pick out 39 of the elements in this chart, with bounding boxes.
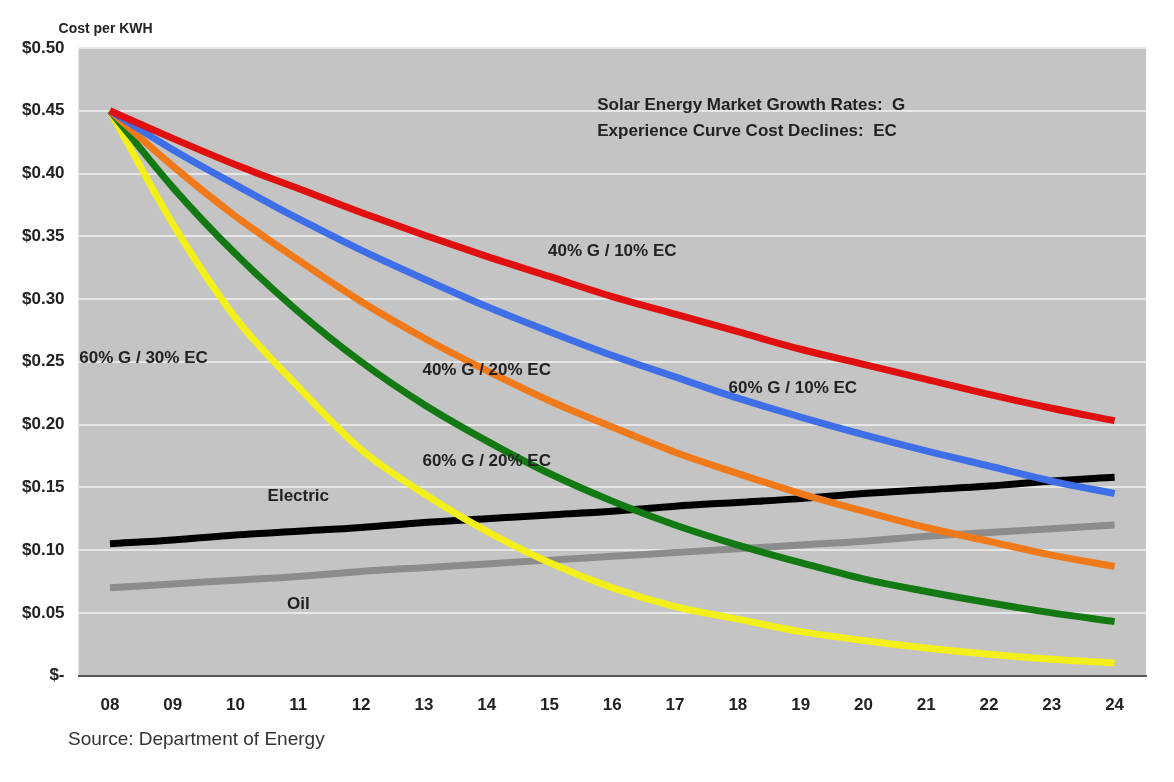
y-tick-label: $0.45 — [21, 100, 65, 120]
x-tick-label: 19 — [791, 695, 811, 715]
annotation: Experience Curve Cost Declines: EC — [597, 121, 897, 141]
series-label: Electric — [267, 485, 330, 505]
y-tick-label: $0.10 — [21, 539, 65, 559]
x-tick-label: 09 — [163, 695, 183, 715]
text: 60% G / 30% EC — [79, 347, 208, 367]
series-label: 60% G / 10% EC — [728, 377, 858, 397]
x-tick-label: 11 — [289, 695, 308, 715]
y-tick-label: $- — [49, 665, 65, 685]
x-tick-label: 23 — [1042, 695, 1062, 715]
series-label: 60% G / 20% EC — [422, 450, 551, 470]
x-tick-label: 13 — [414, 695, 434, 715]
y-tick-label: $0.50 — [21, 37, 65, 57]
y-tick-label: $0.40 — [21, 163, 65, 183]
y-tick-label: $0.05 — [21, 602, 65, 622]
y-tick-label: $0.30 — [21, 288, 65, 308]
source-note: Source: Department of Energy — [67, 728, 326, 750]
y-tick-label: $0.20 — [21, 414, 65, 434]
y-axis-title: Cost per KWH — [58, 19, 153, 36]
series-label: 40% G / 10% EC — [548, 241, 677, 261]
y-tick-label: $0.35 — [21, 225, 65, 245]
y-tick-label: $0.15 — [21, 477, 65, 497]
x-tick-label: 18 — [728, 695, 748, 715]
x-tick-label: 12 — [351, 695, 371, 715]
x-tick-label: 14 — [477, 695, 497, 715]
y-tick-label: $0.25 — [21, 351, 65, 371]
x-tick-label: 21 — [916, 695, 936, 715]
x-tick-label: 22 — [979, 695, 999, 715]
x-tick-label: 24 — [1105, 695, 1125, 715]
x-tick-label: 20 — [853, 695, 873, 715]
x-tick-label: 17 — [665, 695, 685, 715]
x-tick-label: 16 — [602, 695, 622, 715]
x-tick-label: 10 — [226, 695, 245, 715]
series-label: Oil — [286, 594, 310, 614]
series-label: 40% G / 20% EC — [422, 360, 551, 380]
x-tick-label: 08 — [100, 695, 120, 715]
annotation: Solar Energy Market Growth Rates: G — [597, 95, 906, 115]
x-tick-label: 15 — [540, 695, 559, 715]
